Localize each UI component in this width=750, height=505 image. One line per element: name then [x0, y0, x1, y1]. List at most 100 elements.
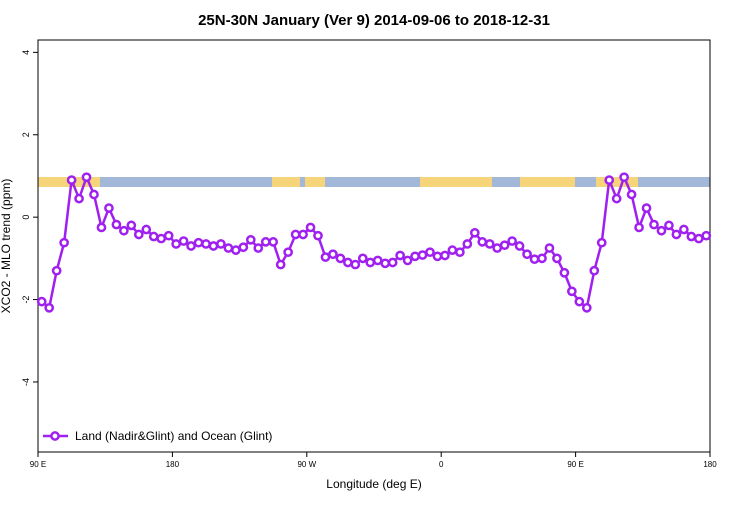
- data-point: [611, 193, 622, 204]
- data-point: [634, 222, 644, 233]
- data-point: [619, 172, 629, 183]
- data-point: [544, 243, 555, 253]
- data-point: [350, 259, 361, 270]
- data-point: [238, 242, 249, 253]
- data-point: [245, 234, 256, 245]
- x-axis-label: Longitude (deg E): [326, 477, 421, 491]
- data-point: [44, 302, 55, 313]
- data-point: [596, 237, 607, 248]
- data-point: [581, 302, 592, 313]
- data-point: [320, 252, 331, 262]
- data-point: [81, 172, 92, 183]
- data-point: [298, 229, 308, 240]
- y-tick-label: 0: [21, 215, 31, 220]
- data-point: [343, 257, 353, 268]
- data-point: [74, 193, 84, 204]
- data-point: [111, 219, 122, 230]
- data-point: [126, 220, 137, 231]
- data-point: [260, 237, 271, 247]
- data-point: [335, 253, 346, 264]
- x-tick-label: 0: [439, 460, 444, 469]
- data-point: [477, 237, 488, 247]
- data-point: [559, 267, 570, 278]
- y-tick-label: 4: [21, 50, 31, 55]
- data-point: [679, 224, 689, 235]
- legend-label: Land (Nadir&Glint) and Ocean (Glint): [75, 429, 272, 443]
- legend-marker: [50, 431, 60, 441]
- data-point: [410, 251, 420, 262]
- data-point: [537, 253, 547, 264]
- data-point: [484, 239, 495, 249]
- data-point: [387, 257, 398, 268]
- plot-frame: [37, 39, 711, 453]
- data-point: [656, 225, 667, 236]
- data-point: [141, 224, 152, 235]
- data-point: [649, 219, 659, 230]
- data-point: [417, 250, 428, 260]
- data-point: [51, 265, 62, 276]
- data-point: [522, 249, 532, 260]
- data-point: [66, 175, 77, 185]
- data-point: [499, 240, 510, 251]
- data-point: [163, 230, 174, 241]
- data-point: [395, 250, 405, 261]
- data-point: [201, 239, 211, 249]
- y-tick-label: 2: [21, 132, 31, 137]
- x-tick-label: 90 E: [567, 460, 583, 469]
- data-point: [455, 247, 465, 258]
- data-point: [357, 253, 368, 264]
- data-point: [133, 229, 144, 240]
- data-point: [171, 239, 181, 249]
- y-tick-label: -4: [21, 378, 31, 386]
- data-point: [686, 231, 697, 242]
- data-point: [231, 245, 241, 255]
- data-point: [223, 243, 234, 253]
- data-point: [275, 259, 286, 270]
- data-point: [178, 236, 189, 246]
- data-point: [567, 286, 577, 297]
- x-tick-label: 90 W: [297, 460, 316, 469]
- data-point: [283, 247, 293, 258]
- data-point: [313, 230, 323, 241]
- data-point: [89, 189, 99, 200]
- data-point: [380, 258, 391, 269]
- y-axis-label: XCO2 - MLO trend (ppm): [0, 179, 13, 314]
- data-point: [305, 222, 316, 233]
- data-point: [552, 253, 562, 264]
- data-point: [514, 241, 525, 251]
- data-point: [208, 241, 219, 251]
- data-point: [365, 257, 376, 268]
- data-point: [664, 220, 674, 231]
- data-point: [574, 296, 585, 307]
- chart-title: 25N-30N January (Ver 9) 2014-09-06 to 20…: [198, 12, 550, 29]
- data-point: [626, 189, 637, 200]
- data-point: [328, 249, 338, 260]
- data-point: [216, 239, 226, 249]
- data-point: [469, 227, 480, 238]
- data-point: [253, 243, 264, 253]
- series-line: [40, 173, 707, 311]
- data-point: [671, 229, 682, 240]
- data-point: [119, 225, 129, 236]
- data-point: [462, 239, 473, 249]
- data-point: [604, 175, 615, 185]
- data-point: [641, 203, 652, 213]
- data-point: [96, 222, 107, 233]
- data-point: [148, 231, 159, 242]
- data-point: [36, 296, 47, 307]
- data-point: [104, 203, 114, 213]
- data-point: [701, 230, 712, 241]
- data-point: [440, 250, 450, 261]
- data-point: [432, 251, 443, 262]
- y-tick-label: -2: [21, 296, 31, 304]
- x-tick-label: 180: [166, 460, 180, 469]
- x-tick-label: 180: [703, 460, 717, 469]
- data-point: [186, 241, 196, 251]
- data-point: [59, 237, 69, 248]
- data-point: [507, 236, 517, 246]
- data-point: [425, 247, 435, 258]
- data-point: [156, 233, 167, 244]
- data-point: [268, 237, 279, 247]
- data-point: [447, 245, 458, 255]
